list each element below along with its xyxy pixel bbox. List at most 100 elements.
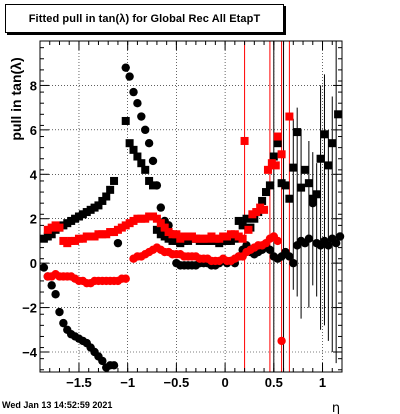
data-point-circle [273,236,282,246]
data-point-square [110,176,119,185]
y-tick-label: 6 [30,123,37,138]
data-point-square [98,196,107,205]
data-point-square [250,214,259,223]
data-point-square [244,225,253,234]
data-point-square [273,139,282,148]
data-point-circle [285,252,294,261]
data-point-square [102,192,111,201]
data-point-square [121,116,130,125]
data-point-circle [125,72,134,81]
marker-layer [39,63,345,372]
plot-frame [39,40,343,373]
data-point-circle [98,356,107,366]
data-point-square [172,230,181,239]
data-point-square [125,139,134,148]
data-point-square [156,219,165,228]
data-point-square [297,183,306,192]
data-point-square [269,152,278,161]
data-point-circle [55,307,64,317]
data-point-circle [156,203,165,212]
data-point-circle [152,181,162,190]
data-point-square [285,194,294,203]
data-point-circle [324,241,333,250]
data-point-circle [308,198,317,208]
data-point-square [277,150,286,159]
data-point-square [312,190,321,199]
data-point-circle [304,234,314,243]
data-point-square [152,214,161,223]
data-point-square [263,165,272,174]
chart-title: Fitted pull in tan(λ) for Global Rec All… [5,4,284,33]
data-point-circle [331,238,341,248]
x-tick-label: −0.5 [164,375,190,390]
data-point-square [47,230,56,239]
data-point-square [304,179,313,188]
data-point-square [238,221,247,230]
data-point-circle [51,290,60,299]
data-point-square [133,152,142,161]
x-tick-label: 0.5 [265,375,283,390]
error-bar-layer [244,41,337,372]
y-tick-label: 2 [30,212,37,227]
data-point-square [252,208,261,217]
y-axis-label: pull in tan(λ) [8,57,24,140]
data-point-square [129,145,138,154]
data-point-circle [289,258,298,268]
data-point-circle [133,99,142,108]
data-point-square [293,128,302,137]
data-point-circle [59,318,68,328]
y-tick-label: −4 [22,345,38,360]
data-point-circle [109,361,119,370]
y-tick-label: 4 [30,167,38,182]
data-point-circle [39,263,49,272]
data-point-circle [113,238,123,248]
data-point-circle [148,156,158,166]
data-point-circle [144,138,154,148]
x-tick-label: 1 [319,375,326,390]
data-point-square [242,214,251,223]
data-point-circle [277,336,286,346]
x-tick-label: −1.5 [66,375,92,390]
tick-layer: −1.5 −1 −0.5 0 0.5 1 −4 −2 0 2 4 6 8 [22,41,343,390]
data-point-square [238,234,247,243]
data-point-square [300,165,309,174]
data-point-square [289,163,298,172]
data-point-square [141,165,150,174]
data-point-circle [47,281,56,290]
data-point-square [285,112,294,121]
data-point-square [260,205,269,214]
x-tick-label: 0 [221,375,228,390]
data-point-square [94,201,103,210]
x-tick-label: −1 [120,375,135,390]
data-point-circle [141,125,150,135]
timestamp: Wed Jan 13 14:52:59 2021 [2,400,113,410]
data-point-square [320,130,329,139]
data-point-square [145,176,154,185]
data-point-circle [265,245,275,255]
data-point-square [258,196,267,205]
data-point-circle [129,87,138,97]
y-tick-label: −2 [22,301,37,316]
data-point-square [137,159,146,168]
data-point-square [160,223,169,232]
data-point-circle [137,112,146,121]
data-point-square [55,223,64,232]
data-point-square [271,161,280,170]
data-point-square [328,139,337,148]
data-point-square [262,188,271,197]
data-point-square [324,161,333,170]
y-tick-label: 0 [30,256,37,271]
data-point-square [152,225,161,234]
data-point-square [234,216,243,225]
data-point-square [265,181,274,190]
data-point-circle [121,274,130,283]
data-point-square [106,185,115,194]
data-point-circle [121,63,130,72]
y-tick-label: 8 [30,78,37,93]
data-point-square [308,194,317,203]
data-point-square [281,181,290,190]
data-point-square [316,154,325,163]
x-axis-label: η [332,401,340,414]
data-point-square [240,136,249,145]
